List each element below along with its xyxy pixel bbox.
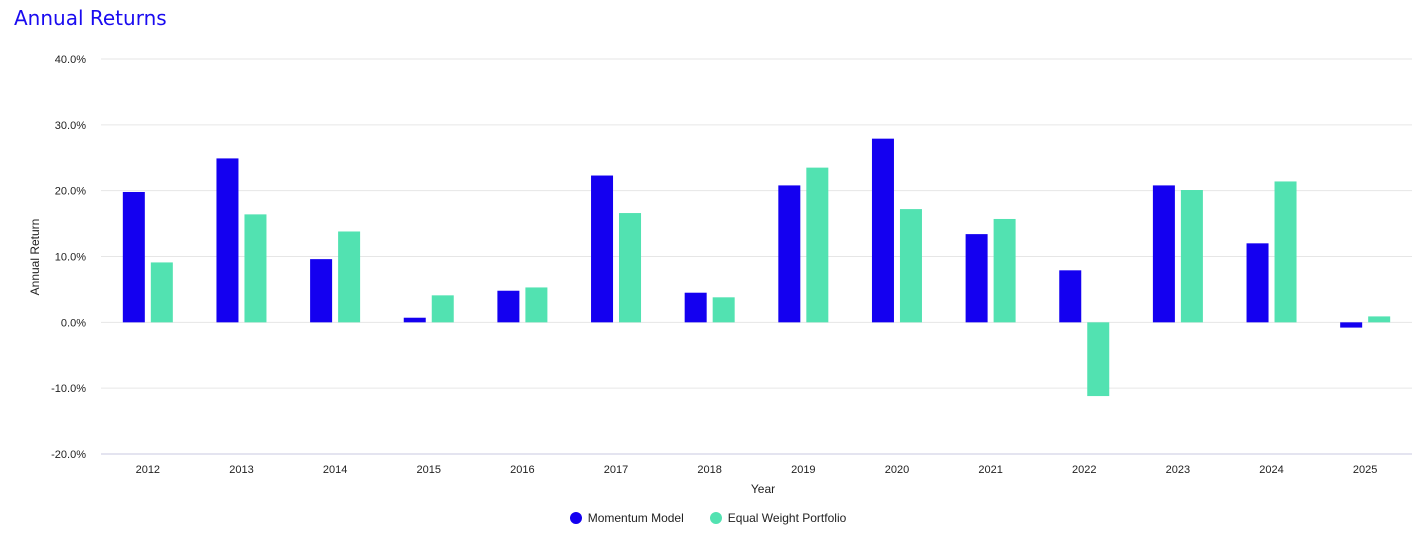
bar-momentum-model-2018[interactable]	[684, 292, 707, 323]
y-tick-label: 40.0%	[55, 54, 86, 66]
legend-label: Equal Weight Portfolio	[727, 511, 847, 525]
bar-chart: -20.0% -10.0% 0.0% 10.0% 20.0% 30.0% 40.0% 201…	[28, 54, 1412, 496]
x-tick-label: 2017	[604, 464, 628, 476]
legend-swatch	[569, 512, 582, 524]
y-tick-label: 30.0%	[55, 120, 86, 132]
y-tick-label: 0.0%	[61, 317, 86, 329]
x-tick-label: 2018	[697, 464, 721, 476]
bar-momentum-model-2016[interactable]	[497, 290, 520, 323]
y-tick-label: 20.0%	[55, 186, 86, 198]
bar-equal-weight-portfolio-2022[interactable]	[1087, 322, 1110, 397]
x-tick-label: 2014	[323, 464, 347, 476]
chart-title: Annual Returns	[14, 6, 167, 30]
bar-equal-weight-portfolio-2025[interactable]	[1368, 316, 1391, 323]
bar-momentum-model-2012[interactable]	[122, 191, 145, 323]
legend-label: Momentum Model	[587, 511, 684, 525]
x-tick-label: 2022	[1072, 464, 1096, 476]
bar-equal-weight-portfolio-2016[interactable]	[525, 287, 548, 323]
bar-equal-weight-portfolio-2013[interactable]	[244, 214, 267, 323]
x-tick-label: 2020	[885, 464, 909, 476]
bar-equal-weight-portfolio-2012[interactable]	[150, 262, 173, 323]
bar-momentum-model-2025[interactable]	[1340, 322, 1363, 328]
x-tick-label: 2012	[136, 464, 160, 476]
bar-equal-weight-portfolio-2024[interactable]	[1274, 181, 1297, 323]
x-tick-label: 2023	[1166, 464, 1190, 476]
bar-momentum-model-2021[interactable]	[965, 234, 988, 323]
x-tick-label: 2019	[791, 464, 815, 476]
x-tick-label: 2025	[1353, 464, 1377, 476]
bar-equal-weight-portfolio-2017[interactable]	[619, 213, 642, 323]
x-tick-label: 2016	[510, 464, 534, 476]
bar-momentum-model-2024[interactable]	[1246, 243, 1269, 323]
bar-momentum-model-2023[interactable]	[1152, 185, 1175, 323]
gridlines	[101, 58, 1412, 455]
bar-equal-weight-portfolio-2020[interactable]	[899, 209, 922, 323]
bar-momentum-model-2014[interactable]	[310, 259, 333, 323]
y-tick-label: 10.0%	[55, 252, 86, 264]
y-tick-label: -20.0%	[51, 449, 86, 461]
x-tick-label: 2013	[229, 464, 253, 476]
bars	[122, 138, 1391, 397]
bar-equal-weight-portfolio-2019[interactable]	[806, 167, 829, 323]
y-axis-label: Annual Return	[28, 219, 42, 296]
x-tick-label: 2024	[1259, 464, 1283, 476]
bar-momentum-model-2019[interactable]	[778, 185, 801, 323]
y-axis-ticks: -20.0% -10.0% 0.0% 10.0% 20.0% 30.0% 40.0%	[51, 54, 86, 461]
bar-equal-weight-portfolio-2018[interactable]	[712, 297, 735, 323]
legend-item-equal-weight-portfolio[interactable]: Equal Weight Portfolio	[709, 511, 847, 525]
legend-item-momentum-model[interactable]: Momentum Model	[569, 511, 684, 525]
bar-momentum-model-2020[interactable]	[871, 138, 894, 323]
x-axis-ticks: 2012 2013 2014 2015 2016 2017 2018 2019 2020 2021…	[136, 464, 1378, 476]
bar-momentum-model-2015[interactable]	[403, 317, 426, 323]
bar-equal-weight-portfolio-2015[interactable]	[431, 295, 454, 323]
bar-equal-weight-portfolio-2014[interactable]	[338, 231, 361, 323]
bar-momentum-model-2022[interactable]	[1059, 270, 1082, 323]
bar-momentum-model-2017[interactable]	[591, 175, 614, 323]
bar-equal-weight-portfolio-2021[interactable]	[993, 218, 1016, 323]
x-tick-label: 2015	[417, 464, 441, 476]
legend: Momentum Model Equal Weight Portfolio	[0, 511, 1416, 525]
x-tick-label: 2021	[978, 464, 1002, 476]
y-tick-label: -10.0%	[51, 383, 86, 395]
x-axis-label: Year	[751, 482, 775, 496]
legend-swatch	[709, 512, 722, 524]
bar-equal-weight-portfolio-2023[interactable]	[1180, 190, 1203, 323]
bar-momentum-model-2013[interactable]	[216, 158, 239, 323]
